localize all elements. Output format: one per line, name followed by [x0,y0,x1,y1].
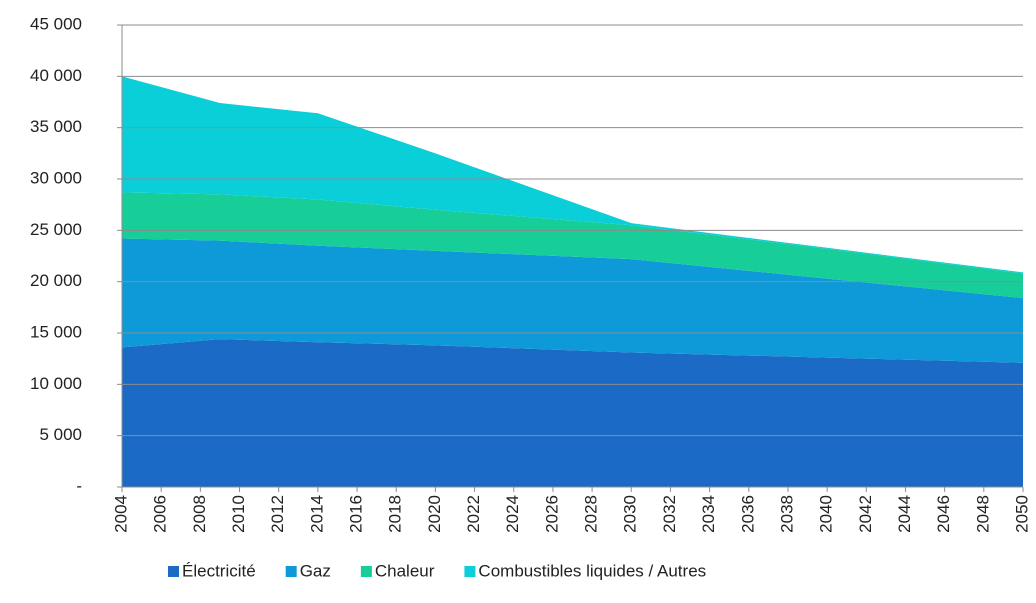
y-tick-label: 20 000 [30,271,82,290]
x-tick-label: 2030 [621,495,640,533]
x-tick-label: 2004 [111,495,130,533]
y-tick-label: 40 000 [30,66,82,85]
legend-label: Combustibles liquides / Autres [478,561,706,580]
legend: Électricité Gaz Chaleur Combustibles liquid… [168,561,706,580]
y-tick-label: - [76,476,82,495]
y-tick-label: 30 000 [30,168,82,187]
x-tick-label: 2022 [464,495,483,533]
y-tick-label: 10 000 [30,374,82,393]
x-tick-label: 2010 [229,495,248,533]
x-tick-label: 2038 [777,495,796,533]
x-tick-label: 2018 [386,495,405,533]
x-tick-label: 2008 [190,495,209,533]
y-tick-label: 35 000 [30,117,82,136]
x-tick-label: 2006 [151,495,170,533]
x-tick-label: 2014 [307,495,326,533]
x-tick-label: 2042 [856,495,875,533]
legend-swatch [360,566,372,577]
x-tick-label: 2026 [542,495,561,533]
x-tick-label: 2044 [895,495,914,533]
area [122,76,1023,274]
legend-label: Électricité [182,561,256,580]
x-tick-label: 2012 [268,495,287,533]
y-tick-label: 45 000 [30,14,82,33]
legend-label: Gaz [300,561,331,580]
y-tick-label: 5 000 [39,425,82,444]
area [122,238,1023,363]
y-tick-label: 25 000 [30,220,82,239]
x-tick-label: 2040 [817,495,836,533]
x-tick-label: 2034 [699,495,718,533]
x-tick-label: 2048 [973,495,992,533]
x-tick-label: 2028 [582,495,601,533]
x-tick-label: 2016 [347,495,366,533]
legend-swatch [285,566,297,577]
area [122,192,1023,299]
y-tick-label: 15 000 [30,322,82,341]
legend-label: Chaleur [375,561,435,580]
legend-swatch [168,566,179,577]
x-tick-label: 2036 [738,495,757,533]
x-tick-label: 2046 [934,495,953,533]
x-tick-label: 2050 [1012,495,1031,533]
x-tick-label: 2020 [425,495,444,533]
x-tick-label: 2032 [660,495,679,533]
legend-swatch [464,566,476,577]
x-tick-label: 2024 [503,495,522,533]
area [122,339,1023,487]
